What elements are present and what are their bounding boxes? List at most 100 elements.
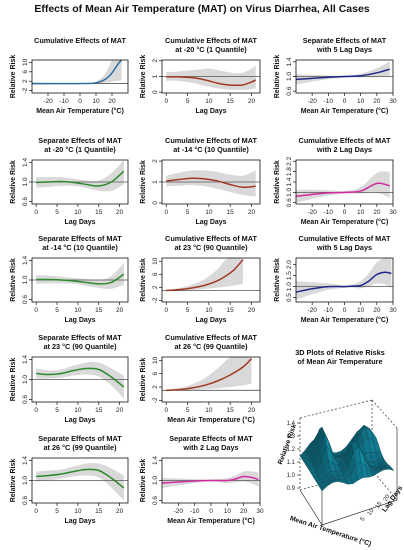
x-tick-label: 0	[164, 407, 168, 414]
x-tick-label: 0	[78, 98, 82, 105]
x-tick-label: 10	[357, 307, 365, 314]
surface-facet	[386, 467, 395, 471]
y-tick-label: 1.4	[22, 355, 29, 364]
x-tick-label: 5	[186, 209, 190, 216]
confidence-band	[32, 60, 122, 85]
y-tick-label: 1	[152, 74, 159, 78]
x-tick-label: 10	[74, 407, 82, 414]
x-tick-label: 15	[227, 407, 235, 414]
x-tick-label: 10	[74, 209, 82, 216]
panel-subtitle: at -20 °C (1 Quantile)	[44, 145, 116, 154]
y-tick-label: 1.0	[286, 187, 293, 196]
series-line	[36, 170, 125, 187]
x-tick-label: 30	[389, 307, 397, 314]
lag-tick-label: 20	[383, 493, 392, 502]
y-tick-label: 10	[152, 356, 159, 364]
x-tick-label: -20	[307, 307, 317, 314]
panel-subtitle: at -14 °C (10 Quantile)	[42, 243, 118, 252]
x-axis-label: Lag Days	[195, 317, 226, 324]
x-tick-label: 20	[248, 209, 256, 216]
x-tick-label: -10	[324, 209, 334, 216]
panel-subtitle: at 23 °C (90 Quantile)	[174, 243, 248, 252]
plot-area	[162, 357, 260, 392]
x-tick-label: 30	[389, 98, 397, 105]
surface-mesh	[299, 424, 395, 492]
y-tick-label: 2	[152, 59, 159, 63]
x-tick-label: 10	[205, 307, 213, 314]
series-line	[166, 259, 244, 292]
y-tick-label: 6	[152, 272, 159, 276]
y-axis-label: Relative Risk	[10, 258, 17, 302]
y-axis-label: Relative Risk	[10, 55, 17, 99]
y-tick-label: 1.0	[22, 476, 29, 485]
panel-title: Cumulative Effects of MAT	[165, 36, 257, 45]
x-tick-label: 10	[357, 98, 365, 105]
plot-area	[32, 262, 128, 289]
box-edge	[299, 399, 373, 419]
panel-title: Separate Effects of MAT	[169, 434, 253, 443]
series-line	[166, 76, 257, 87]
panel-subtitle: at -14 °C (10 Quantile)	[173, 145, 249, 154]
confidence-band	[166, 258, 243, 291]
series-line	[36, 367, 125, 388]
panel-subtitle: with 2 Lag Days	[316, 145, 372, 154]
series-line	[32, 60, 123, 85]
y-axis-label: Relative Risk	[140, 358, 147, 402]
series-line	[166, 177, 256, 189]
panel-title: Cumulative Effects of MAT	[165, 136, 257, 145]
x-tick-label: -10	[59, 98, 69, 105]
plot-area	[162, 258, 260, 292]
confidence-band	[296, 171, 390, 203]
x-tick-label: 15	[95, 307, 103, 314]
x-tick-label: 0	[34, 209, 38, 216]
x-tick-label: 15	[95, 407, 103, 414]
y-tick-label: 1.4	[22, 158, 29, 167]
confidence-band	[36, 160, 124, 192]
panel-subtitle: with 5 Lag Days	[316, 45, 372, 54]
panel-subtitle: at 26 °C (99 Quantile)	[174, 342, 248, 351]
x-axis-label: Lag Days	[195, 219, 226, 226]
x-tick-label: -10	[190, 508, 200, 515]
plot-area	[32, 60, 128, 85]
y-tick-label: 0.6	[286, 86, 293, 95]
confidence-band	[166, 65, 256, 90]
x-tick-label: 0	[34, 508, 38, 515]
y-tick-label: 10	[152, 257, 159, 265]
panel-title: 3D Plots of Relative Risks	[295, 348, 385, 357]
y-axis-label: Relative Risk	[140, 258, 147, 302]
y-tick-label: 0.6	[22, 395, 29, 404]
x-tick-label: 10	[224, 508, 232, 515]
x-tick-label: 20	[108, 98, 116, 105]
x-tick-label: 20	[116, 508, 124, 515]
panel-subtitle: at 23 °C (90 Quantile)	[43, 342, 117, 351]
x-tick-label: 5	[55, 209, 59, 216]
y-tick-label: 1.0	[286, 282, 293, 291]
y-tick-label: 0	[152, 90, 159, 94]
x-axis-label: Mean Air Temperature (°C)	[167, 517, 255, 525]
x-tick-label: 0	[343, 98, 347, 105]
z-tick-label: 1.2	[287, 447, 296, 453]
y-tick-label: 1.4	[22, 256, 29, 265]
panel-title: Cumulative Effects of MAT	[165, 333, 257, 342]
x-tick-label: 20	[373, 209, 381, 216]
x-tick-label: 0	[164, 209, 168, 216]
series-line	[296, 182, 390, 197]
y-tick-label: 10	[22, 58, 29, 66]
panel-title: Cumulative Effects of MAT	[34, 36, 126, 45]
x-tick-label: 5	[55, 508, 59, 515]
x-tick-label: 10	[357, 209, 365, 216]
confidence-band	[296, 258, 392, 300]
x-tick-label: 10	[74, 307, 82, 314]
series-line	[36, 468, 125, 489]
y-tick-label: 2	[152, 285, 159, 289]
plot-area	[32, 361, 128, 399]
series-line	[162, 475, 259, 484]
x-tick-label: -20	[43, 98, 53, 105]
y-tick-label: 6	[152, 371, 159, 375]
panel-title: Cumulative Effects of MAT	[165, 234, 257, 243]
x-tick-label: 5	[55, 307, 59, 314]
